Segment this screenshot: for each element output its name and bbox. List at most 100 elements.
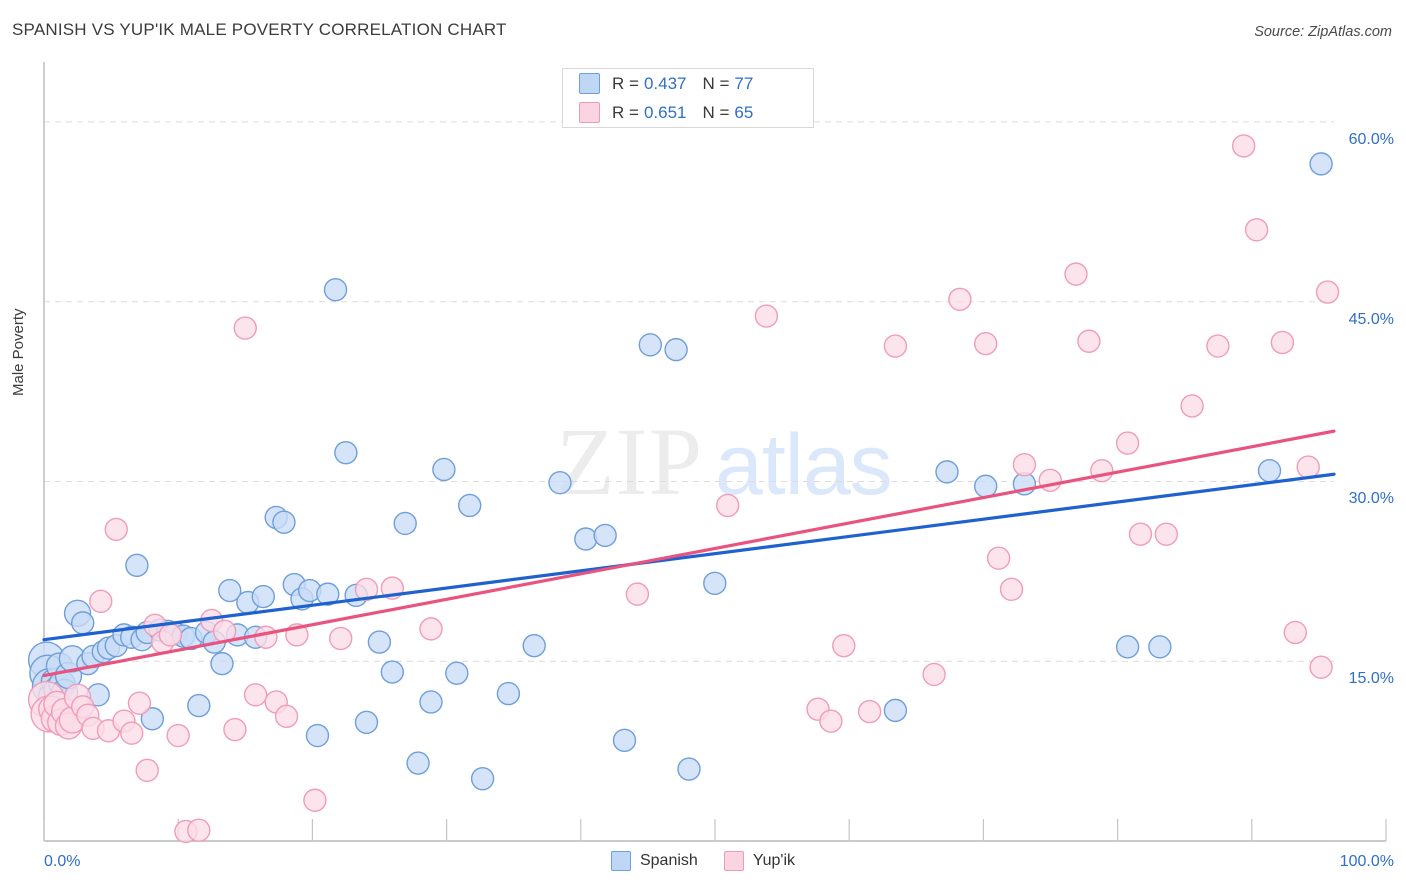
data-point[interactable] bbox=[89, 589, 113, 614]
data-point[interactable] bbox=[832, 633, 856, 658]
spanish-legend-swatch-icon bbox=[610, 851, 631, 871]
data-point[interactable] bbox=[380, 660, 404, 684]
data-point[interactable] bbox=[922, 662, 946, 687]
data-point[interactable] bbox=[819, 709, 843, 733]
data-point[interactable] bbox=[574, 527, 598, 551]
data-point[interactable] bbox=[1180, 394, 1204, 418]
data-point[interactable] bbox=[329, 626, 353, 651]
data-point[interactable] bbox=[445, 661, 469, 685]
data-point[interactable] bbox=[470, 766, 495, 791]
data-point[interactable] bbox=[1309, 152, 1333, 176]
data-point[interactable] bbox=[948, 287, 972, 311]
data-point[interactable] bbox=[1270, 330, 1295, 355]
data-point[interactable] bbox=[716, 493, 740, 518]
data-point[interactable] bbox=[303, 788, 327, 812]
data-point[interactable] bbox=[883, 334, 908, 358]
data-point[interactable] bbox=[419, 690, 443, 714]
legend-label-spanish: Spanish bbox=[639, 852, 698, 869]
legend-item-spanish[interactable]: Spanish bbox=[610, 851, 698, 871]
data-point[interactable] bbox=[1244, 218, 1269, 242]
y-tick-60: 60.0% bbox=[1348, 130, 1394, 148]
y-tick-45: 45.0% bbox=[1348, 310, 1394, 328]
data-point[interactable] bbox=[305, 723, 330, 748]
data-point[interactable] bbox=[1296, 455, 1320, 479]
data-point[interactable] bbox=[1064, 262, 1088, 286]
data-point[interactable] bbox=[883, 698, 908, 723]
data-point[interactable] bbox=[496, 681, 521, 706]
data-point[interactable] bbox=[233, 316, 257, 340]
data-point[interactable] bbox=[1257, 458, 1282, 483]
data-point[interactable] bbox=[254, 625, 278, 649]
data-point[interactable] bbox=[104, 517, 128, 542]
data-point[interactable] bbox=[354, 710, 379, 735]
data-point[interactable] bbox=[158, 623, 183, 647]
data-point[interactable] bbox=[612, 728, 637, 753]
data-point[interactable] bbox=[522, 633, 546, 658]
spanish-r-label: R = bbox=[612, 73, 639, 93]
data-point[interactable] bbox=[857, 699, 882, 724]
spanish-r-value: 0.437 bbox=[643, 73, 687, 93]
x-tick-min: 0.0% bbox=[44, 853, 81, 870]
data-point[interactable] bbox=[354, 577, 379, 602]
yupik-n-label: N = bbox=[702, 102, 730, 122]
data-point[interactable] bbox=[986, 546, 1011, 570]
data-point[interactable] bbox=[754, 304, 779, 328]
data-point[interactable] bbox=[703, 571, 727, 596]
data-point[interactable] bbox=[1090, 458, 1114, 483]
data-point[interactable] bbox=[406, 751, 430, 775]
data-point[interactable] bbox=[458, 493, 482, 518]
data-point[interactable] bbox=[393, 511, 417, 536]
data-point[interactable] bbox=[1206, 334, 1230, 358]
data-point[interactable] bbox=[1154, 522, 1179, 546]
data-point[interactable] bbox=[1128, 522, 1153, 546]
data-point[interactable] bbox=[935, 460, 959, 484]
data-point[interactable] bbox=[625, 582, 650, 606]
data-point[interactable] bbox=[664, 337, 688, 362]
legend-label-yupik: Yup'ik bbox=[752, 852, 796, 869]
legend-item-yupik[interactable]: Yup'ik bbox=[723, 851, 796, 871]
data-point[interactable] bbox=[125, 553, 149, 578]
data-point[interactable] bbox=[274, 704, 299, 729]
trendline-yupik bbox=[42, 429, 1336, 678]
data-point[interactable] bbox=[548, 470, 572, 495]
data-point[interactable] bbox=[367, 630, 392, 654]
data-point[interactable] bbox=[140, 707, 165, 731]
data-point[interactable] bbox=[974, 331, 998, 356]
data-point[interactable] bbox=[999, 577, 1024, 602]
data-point[interactable] bbox=[166, 723, 190, 748]
data-point[interactable] bbox=[135, 758, 159, 782]
data-point[interactable] bbox=[638, 333, 662, 357]
data-point[interactable] bbox=[323, 278, 348, 302]
page-title: SPANISH VS YUP'IK MALE POVERTY CORRELATI… bbox=[12, 20, 507, 39]
yupik-swatch-icon bbox=[579, 102, 600, 123]
data-point[interactable] bbox=[1077, 329, 1101, 353]
data-point[interactable] bbox=[432, 457, 456, 482]
data-point[interactable] bbox=[1012, 452, 1037, 477]
data-point[interactable] bbox=[187, 818, 211, 842]
data-point[interactable] bbox=[1115, 635, 1140, 659]
data-point[interactable] bbox=[974, 474, 998, 498]
data-point[interactable] bbox=[187, 693, 211, 718]
data-point[interactable] bbox=[251, 584, 275, 609]
data-point[interactable] bbox=[223, 717, 247, 742]
data-point[interactable] bbox=[243, 683, 268, 707]
data-point[interactable] bbox=[593, 523, 617, 548]
data-point[interactable] bbox=[1283, 620, 1308, 645]
data-point[interactable] bbox=[419, 617, 443, 641]
data-point[interactable] bbox=[70, 611, 95, 635]
data-point[interactable] bbox=[1309, 655, 1333, 679]
data-point[interactable] bbox=[272, 510, 296, 534]
yupik-r-label: R = bbox=[612, 102, 639, 122]
yupik-r-value: 0.651 bbox=[643, 102, 687, 122]
data-point[interactable] bbox=[677, 757, 701, 781]
data-point[interactable] bbox=[120, 721, 144, 745]
data-point[interactable] bbox=[334, 440, 358, 465]
data-point[interactable] bbox=[218, 578, 242, 603]
data-point[interactable] bbox=[127, 691, 152, 715]
data-point[interactable] bbox=[316, 582, 340, 606]
data-point[interactable] bbox=[1315, 280, 1340, 304]
data-point[interactable] bbox=[1231, 134, 1256, 158]
data-point[interactable] bbox=[210, 651, 234, 676]
data-point[interactable] bbox=[1115, 431, 1140, 455]
data-point[interactable] bbox=[1148, 635, 1172, 659]
